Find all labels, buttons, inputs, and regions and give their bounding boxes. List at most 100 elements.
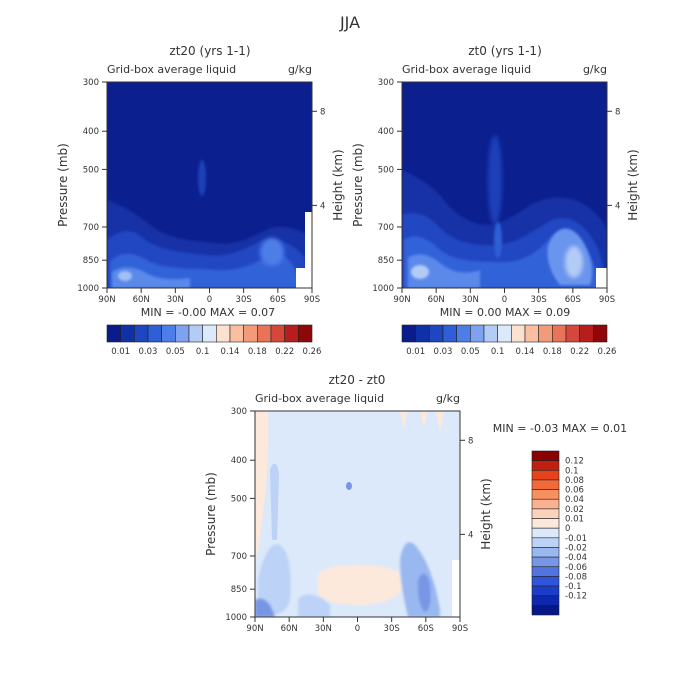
field-region-4 <box>112 267 190 288</box>
y-axis-label: Pressure (mb) <box>56 143 70 227</box>
colorbar-swatch <box>401 324 416 343</box>
panel-diff-subtitle: Grid-box average liquid <box>255 392 384 405</box>
colorbar-label: 0.08 <box>565 476 584 486</box>
season-title: JJA <box>339 13 360 32</box>
panel-zt0-colorbar: 0.01 0.03 0.05 0.1 0.14 0.18 0.22 0.26 <box>401 324 616 357</box>
colorbar-swatch <box>429 324 444 343</box>
colorbar-swatch <box>442 324 457 343</box>
colorbar-label: -0.06 <box>565 563 587 573</box>
panel-zt20-title: zt20 (yrs 1-1) <box>169 44 250 58</box>
x-tick-label: 0 <box>207 295 212 305</box>
colorbar-label: -0.08 <box>565 572 587 582</box>
colorbar-swatch <box>120 324 135 343</box>
colorbar-swatch <box>161 324 176 343</box>
x-tick-label: 0 <box>502 295 507 305</box>
y-tick-label: 500 <box>378 165 394 175</box>
colorbar-label: 0.05 <box>166 347 185 357</box>
colorbar-swatch <box>531 585 560 597</box>
y-tick-label: 850 <box>231 585 247 595</box>
x-tick-label: 60N <box>133 295 150 305</box>
colorbar-swatch <box>531 479 560 490</box>
field-blob-3 <box>488 135 502 225</box>
colorbar-label: 0.12 <box>565 457 584 467</box>
colorbar-swatch <box>175 324 190 343</box>
field-missing <box>452 560 460 617</box>
colorbar-swatch <box>243 324 258 343</box>
panel-diff-colorbar: 0.120.10.080.060.040.020.010-0.01-0.02-0… <box>531 450 587 616</box>
field-blob-3 <box>198 160 206 196</box>
colorbar-swatch <box>531 566 560 577</box>
field-negative-6 <box>346 482 352 490</box>
field-missing-2 <box>305 212 312 268</box>
colorbar-label: 0.26 <box>303 347 322 357</box>
x-tick-label: 30N <box>315 624 332 634</box>
y-tick-label: 700 <box>378 223 394 233</box>
colorbar-label: -0.01 <box>565 534 587 544</box>
colorbar-swatch <box>147 324 162 343</box>
colorbar-swatch <box>257 324 272 343</box>
colorbar-swatch <box>531 537 560 548</box>
y2-tick-label: 8 <box>468 436 473 446</box>
y2-axis-label: Height (km) <box>626 149 640 220</box>
field-blob-4 <box>494 222 502 258</box>
colorbar-swatch <box>497 324 512 343</box>
field-missing <box>596 268 607 288</box>
colorbar-label: 0.03 <box>139 347 158 357</box>
colorbar-swatch <box>298 324 313 343</box>
colorbar-swatch <box>229 324 244 343</box>
field-negative-1 <box>258 544 291 617</box>
y-tick-label: 700 <box>231 552 247 562</box>
colorbar-label: 0.01 <box>406 347 425 357</box>
colorbar-label: -0.02 <box>565 543 587 553</box>
colorbar-label: 0.04 <box>565 495 584 505</box>
colorbar-swatch <box>531 469 560 481</box>
colorbar-label: 0 <box>565 524 570 534</box>
x-tick-label: 30S <box>236 295 252 305</box>
colorbar-swatch <box>531 518 560 529</box>
field-blob-2 <box>411 265 429 279</box>
y-tick-label: 300 <box>83 78 99 88</box>
y-tick-label: 1000 <box>77 284 99 294</box>
panel-diff-units: g/kg <box>436 392 460 405</box>
colorbar-swatch <box>415 324 430 343</box>
field-missing <box>296 268 312 288</box>
panel-diff-stats: MIN = -0.03 MAX = 0.01 <box>493 422 627 435</box>
y-tick-label: 400 <box>83 127 99 137</box>
colorbar-swatch <box>531 556 560 568</box>
y-tick-label: 400 <box>378 127 394 137</box>
y-tick-label: 850 <box>83 256 99 266</box>
field-blob-2 <box>118 271 132 281</box>
colorbar-swatch <box>456 324 471 343</box>
x-tick-label: 90S <box>599 295 615 305</box>
colorbar-label: 0.02 <box>565 505 584 515</box>
colorbar-swatch <box>531 605 560 616</box>
colorbar-swatch <box>531 460 560 471</box>
x-tick-label: 30S <box>531 295 547 305</box>
colorbar-swatch <box>531 547 560 558</box>
x-tick-label: 30S <box>384 624 400 634</box>
y-tick-label: 850 <box>378 256 394 266</box>
colorbar-swatch <box>531 527 560 539</box>
colorbar-swatch <box>565 324 580 343</box>
y-tick-label: 700 <box>83 223 99 233</box>
colorbar-label: 0.22 <box>570 347 589 357</box>
panel-diff-title: zt20 - zt0 <box>329 373 386 387</box>
colorbar-swatch <box>216 324 231 343</box>
colorbar-label: 0.18 <box>248 347 267 357</box>
field-blob-1 <box>260 238 284 266</box>
colorbar-swatch <box>511 324 526 343</box>
y-tick-label: 500 <box>231 494 247 504</box>
panel-zt20-units: g/kg <box>288 63 312 76</box>
colorbar-label: -0.04 <box>565 553 587 563</box>
colorbar-label: 0.01 <box>565 515 584 525</box>
colorbar-label: 0.14 <box>221 347 240 357</box>
x-tick-label: 90N <box>246 624 263 634</box>
colorbar-label: 0.1 <box>196 347 210 357</box>
colorbar-label: 0.03 <box>434 347 453 357</box>
colorbar-swatch <box>552 324 567 343</box>
y-tick-label: 500 <box>83 165 99 175</box>
x-tick-label: 90N <box>393 295 410 305</box>
panel-zt20-stats: MIN = -0.00 MAX = 0.07 <box>141 306 275 319</box>
colorbar-swatch <box>106 324 121 343</box>
colorbar-swatch <box>579 324 594 343</box>
